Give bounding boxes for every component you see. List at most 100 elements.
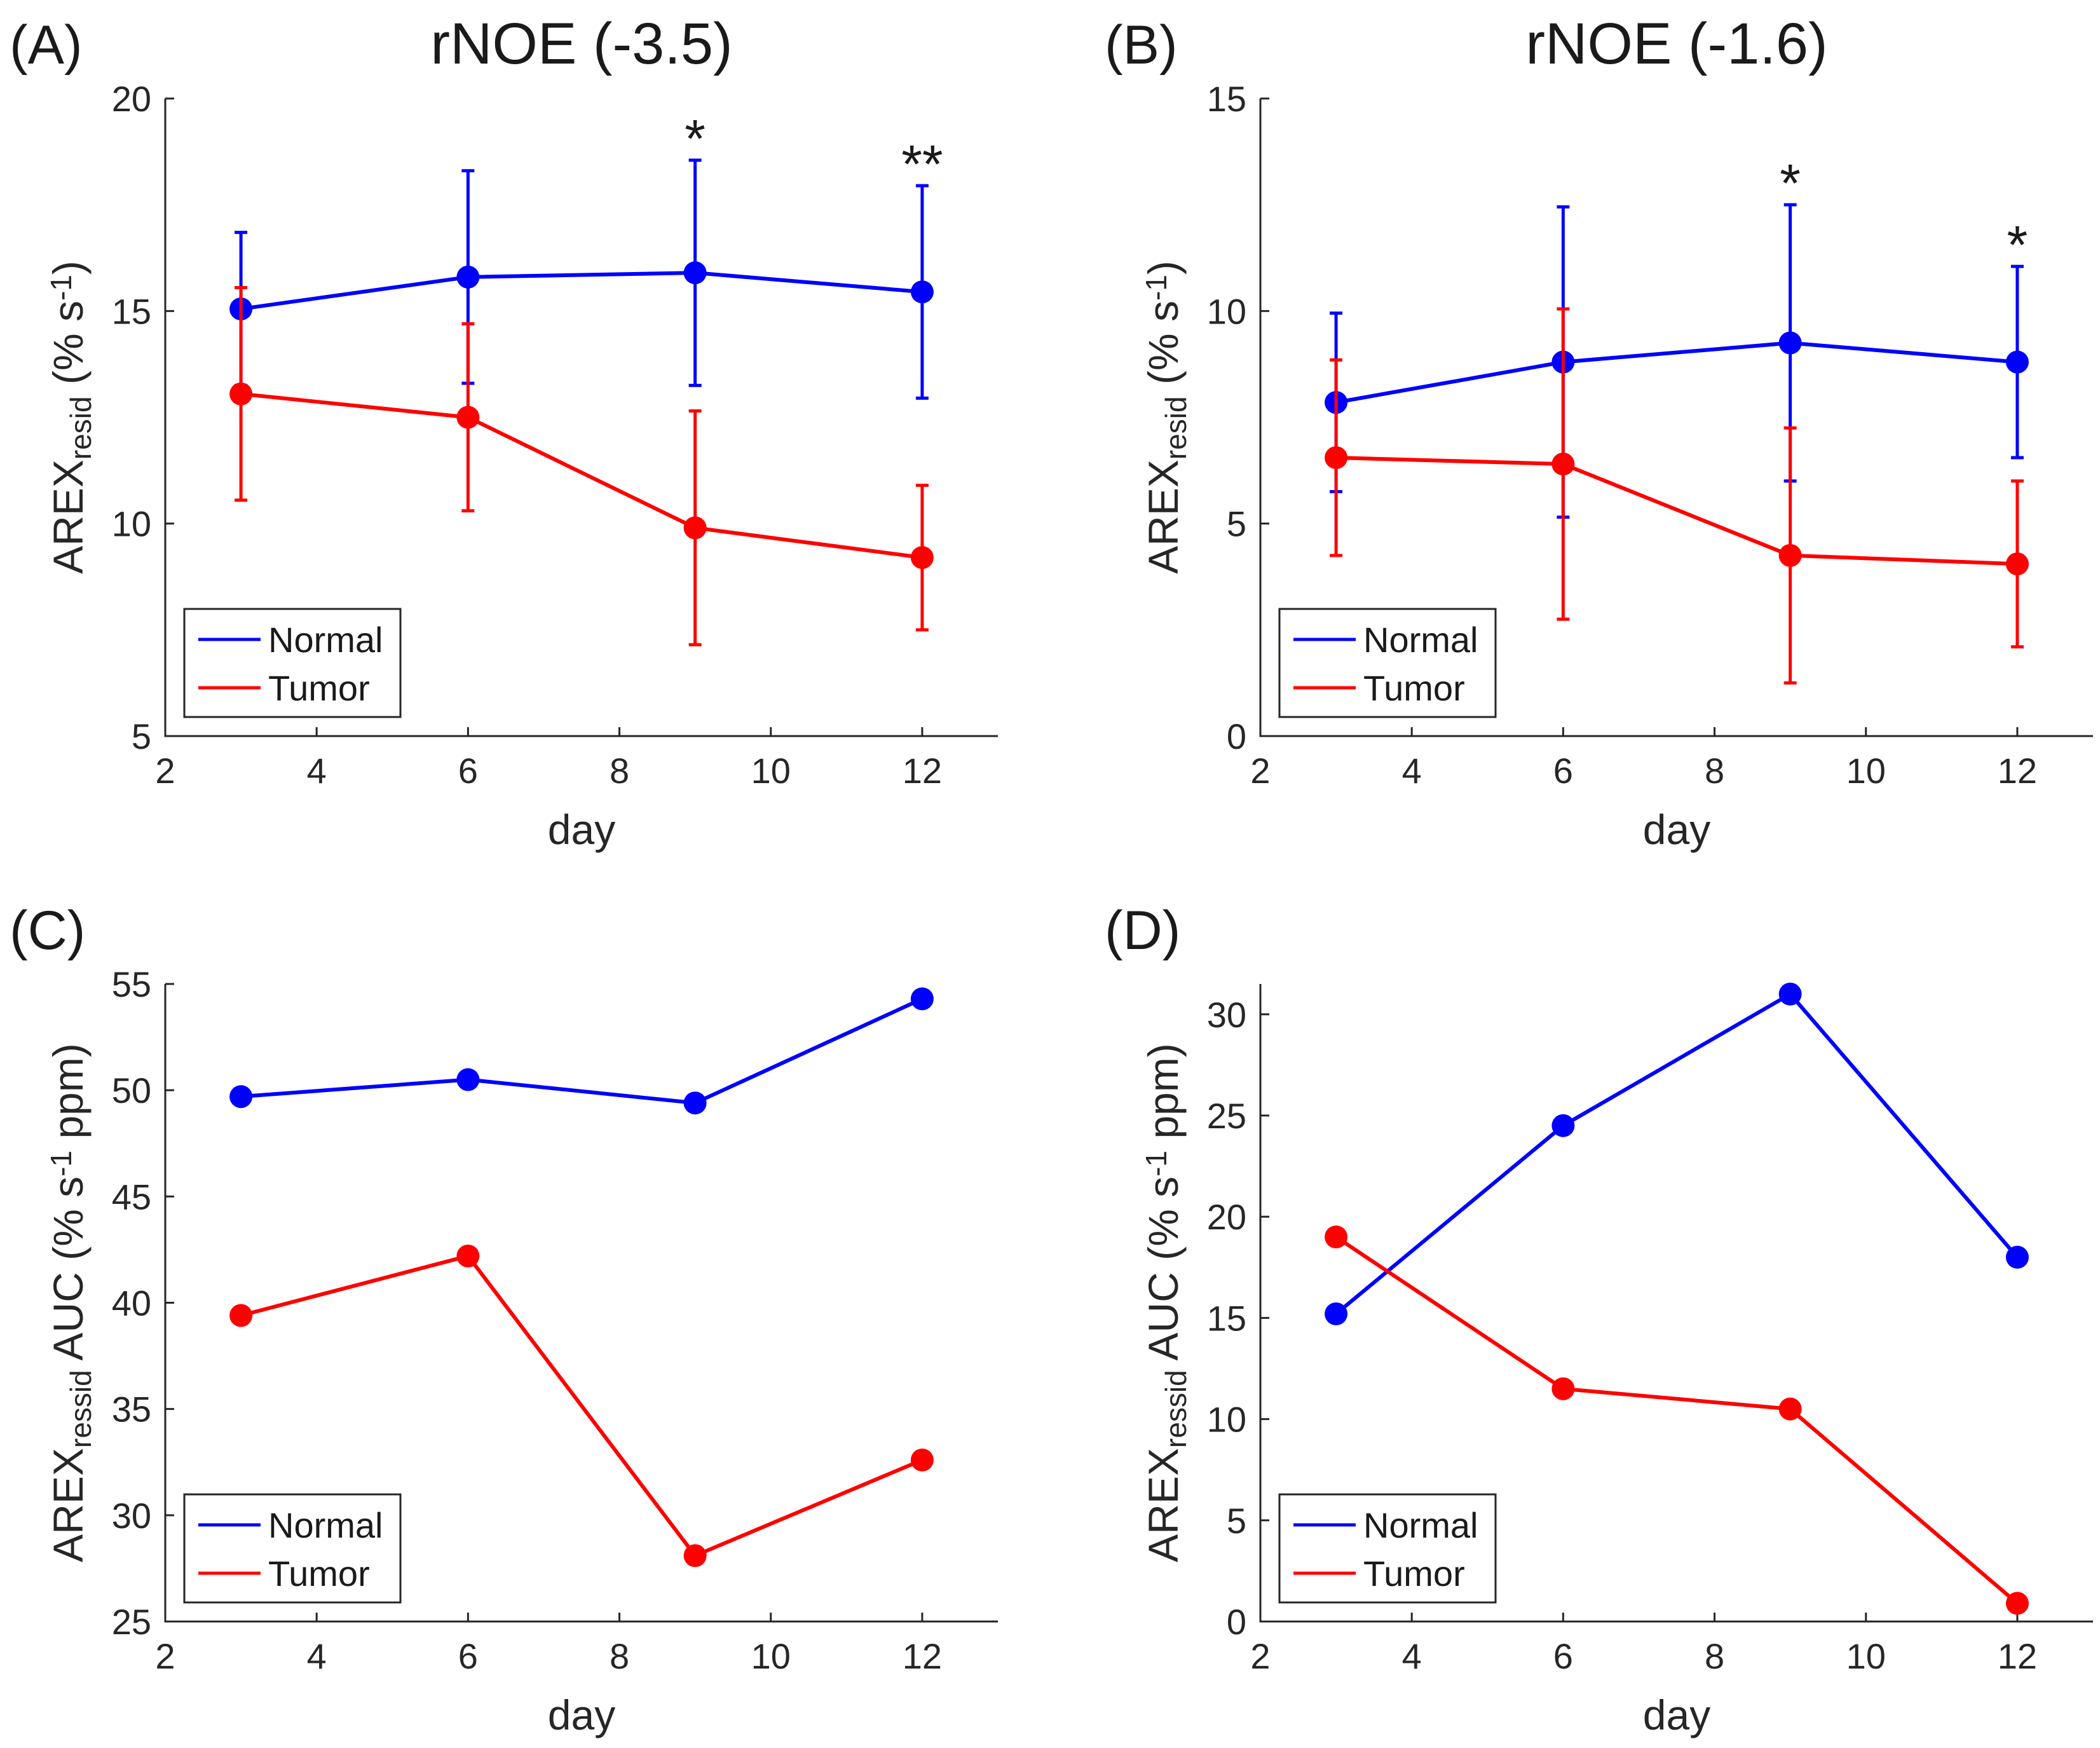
y-tick-label: 50 [112,1070,151,1110]
chart-title: rNOE (-3.5) [430,11,732,76]
y-tick-label: 15 [1207,1298,1246,1338]
y-tick-label: 45 [112,1177,151,1217]
series-tumor [229,1244,934,1567]
y-axis-label-part: ppm) [44,1043,92,1151]
series-line [240,1253,924,1559]
x-axis-label: day [1643,806,1710,853]
data-point [456,406,480,429]
y-tick-label: 0 [1227,716,1246,756]
chart-panel-b: 2 4 6 8 10 12 0 5 10 15 day AREXresid (% s-1) (B) rNO… [1105,11,2093,853]
series-normal [1325,203,2029,519]
legend: Normal Tumor [1278,608,1497,718]
series-line [240,392,923,560]
chart-panel-d: 2 4 6 8 10 12 0 5 10 15 20 25 30 day AREXressid AUC (%… [1105,900,2093,1738]
data-point [1778,543,1802,567]
x-tick-label: 12 [1998,1636,2037,1676]
x-tick-label: 8 [610,1636,629,1676]
y-axis-label-part: AREX [1140,460,1187,574]
y-tick-label: 0 [1227,1602,1246,1642]
data-point [229,1085,253,1109]
y-tick-label: 25 [112,1602,151,1642]
data-point [2005,350,2029,374]
y-tick-label: 10 [1207,291,1246,331]
panel-label: (D) [1105,900,1180,961]
y-axis-label-part: ) [1140,261,1187,275]
chart-panel-a: 2 4 6 8 10 12 5 10 15 20 day AREXresid (% s-1) (A) rN… [10,11,998,853]
x-tick-label: 2 [155,751,175,791]
data-point [1325,1226,1348,1249]
x-tick-label: 8 [1705,751,1724,791]
legend-box [1278,608,1497,718]
significance-marker: * [2007,215,2028,275]
y-tick-label: 25 [1207,1096,1246,1136]
data-point [1551,1114,1575,1137]
series-normal [229,158,934,400]
x-tick-label: 4 [307,751,327,791]
legend-label-normal: Normal [268,620,383,660]
legend-box [183,608,402,718]
y-axis-label-part: -1 [44,1151,78,1177]
x-tick-label: 2 [1250,751,1270,791]
x-tick-label: 6 [1553,751,1573,791]
data-point [1325,1302,1348,1326]
data-point [1778,982,1802,1006]
series-line [240,997,924,1105]
legend: Normal Tumor [183,1493,402,1604]
series-tumor [229,286,934,646]
y-axis-label: AREXresid (% s-1) [1140,261,1192,574]
data-point [456,1244,480,1267]
y-axis-label-part: resid [64,396,97,460]
y-axis-label-part: AUC (% s [1140,1177,1187,1370]
y-tick-label: 30 [1207,995,1246,1035]
series-tumor [1325,307,2029,685]
data-point [1325,446,1348,470]
y-axis-label: AREXressid AUC (% s-1 ppm) [44,1043,97,1562]
legend: Normal Tumor [183,608,402,718]
chart-title: rNOE (-1.6) [1525,11,1827,76]
x-tick-label: 10 [1846,1636,1886,1676]
data-point [1778,331,1802,355]
data-point [910,280,934,304]
y-axis-label: AREXresid (% s-1) [44,261,97,574]
data-point [683,1091,707,1115]
y-tick-label: 15 [112,291,151,331]
series-normal [229,987,934,1115]
y-tick-label: 10 [1207,1400,1246,1440]
series-line [1335,341,2018,405]
x-axis-label: day [1643,1691,1710,1738]
y-tick-label: 20 [1207,1197,1246,1237]
y-axis-label-part: ) [44,261,92,275]
y-tick-label: 10 [112,504,151,544]
x-tick-label: 6 [458,751,478,791]
legend-label-tumor: Tumor [268,1553,370,1594]
data-point [683,516,707,540]
x-tick-label: 8 [610,751,629,791]
x-tick-label: 4 [307,1636,327,1676]
x-tick-label: 2 [155,1636,175,1676]
series-line [1335,992,2019,1316]
x-tick-label: 12 [903,751,942,791]
y-axis-label-part: (% s [44,301,92,396]
data-point [910,546,934,570]
y-tick-label: 5 [1227,1501,1246,1541]
y-axis-label-part: ressid [64,1370,97,1448]
y-axis-label: AREXressid AUC (% s-1 ppm) [1140,1043,1192,1562]
y-tick-label: 20 [112,79,151,119]
legend-label-normal: Normal [268,1505,383,1545]
data-point [910,1448,934,1471]
panel-label: (B) [1105,15,1178,76]
x-tick-label: 12 [1998,751,2037,791]
significance-marker: * [685,109,706,168]
legend-label-tumor: Tumor [1363,668,1465,708]
y-tick-label: 40 [112,1283,151,1323]
y-tick-label: 30 [112,1496,151,1536]
data-point [683,261,707,285]
y-axis-label-part: resid [1159,396,1192,460]
data-point [229,1304,253,1327]
y-tick-label: 5 [132,716,151,756]
panel-label: (A) [10,15,83,76]
data-point [456,265,480,289]
legend-box [1278,1493,1497,1604]
panel-label: (C) [10,900,85,961]
data-point [683,1544,707,1567]
